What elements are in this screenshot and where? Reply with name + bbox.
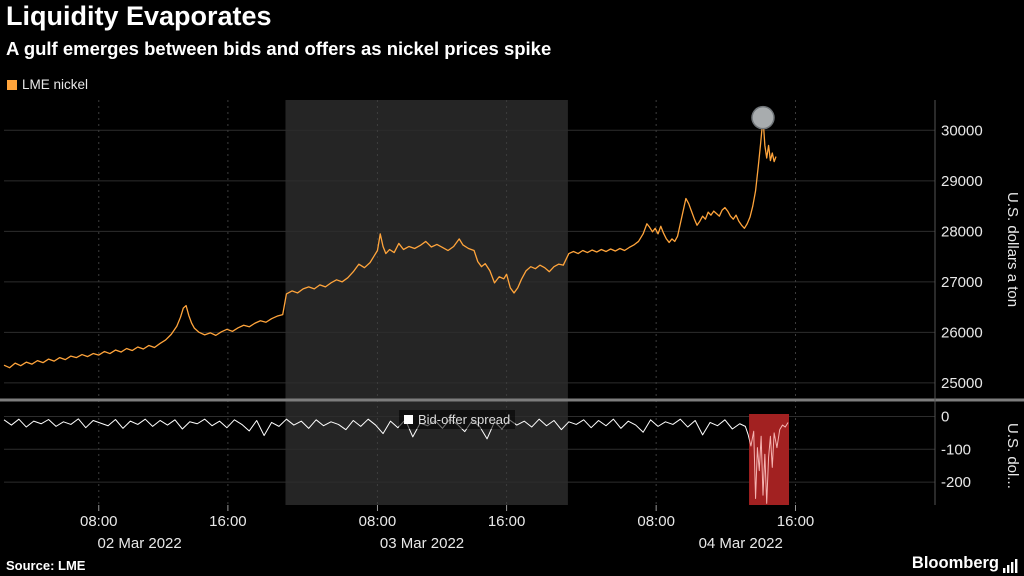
legend-lme-nickel-label: LME nickel — [22, 77, 89, 92]
panel-separator — [0, 398, 1024, 402]
bloomberg-wordmark: Bloomberg — [911, 554, 999, 572]
y-tick-label: 0 — [941, 409, 949, 426]
y-tick-label: 25000 — [941, 375, 983, 392]
date-label: 04 Mar 2022 — [699, 535, 783, 552]
y-tick-label: 28000 — [941, 223, 983, 240]
source-attribution: Source: LME — [6, 558, 86, 573]
date-label: 03 Mar 2022 — [380, 535, 464, 552]
price-line — [3, 117, 777, 369]
x-tick-label: 08:00 — [359, 513, 397, 530]
bloomberg-terminal-icon — [1003, 559, 1018, 573]
x-tick-label: 08:00 — [637, 513, 675, 530]
bid-offer-swatch-icon — [404, 415, 413, 424]
x-tick-label: 16:00 — [777, 513, 815, 530]
x-tick-label: 08:00 — [80, 513, 118, 530]
day-shading-band — [285, 100, 568, 505]
y-tick-label: -200 — [941, 474, 971, 491]
spread-axis-label: U.S. dol... — [1004, 423, 1021, 489]
chart-title: Liquidity Evaporates — [6, 1, 272, 31]
date-label: 02 Mar 2022 — [98, 535, 182, 552]
spread-highlight-tint — [749, 414, 790, 505]
legend-bid-offer-label: Bid-offer spread — [418, 412, 511, 427]
x-tick-label: 16:00 — [488, 513, 526, 530]
price-axis-label: U.S. dollars a ton — [1004, 192, 1021, 308]
bloomberg-brand: Bloomberg — [912, 554, 1018, 573]
y-tick-label: 30000 — [941, 122, 983, 139]
lme-nickel-swatch-icon — [7, 79, 17, 90]
legend-lme-nickel: LME nickel — [7, 77, 88, 92]
peak-marker — [751, 105, 775, 130]
chart-subtitle: A gulf emerges between bids and offers a… — [6, 38, 552, 59]
y-tick-label: 26000 — [941, 324, 983, 341]
y-tick-label: 29000 — [941, 173, 983, 190]
y-tick-label: -100 — [941, 441, 971, 458]
legend-bid-offer-spread: Bid-offer spread — [399, 410, 516, 429]
x-tick-label: 16:00 — [209, 513, 247, 530]
y-tick-label: 27000 — [941, 274, 983, 291]
